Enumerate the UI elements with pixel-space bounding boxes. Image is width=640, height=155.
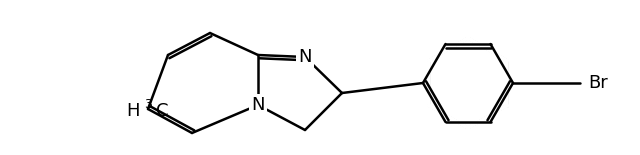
Text: C: C	[156, 102, 168, 120]
Text: N: N	[298, 48, 312, 66]
Text: Br: Br	[588, 74, 608, 92]
Text: 3: 3	[144, 98, 152, 111]
Text: N: N	[252, 96, 265, 114]
Text: H: H	[127, 102, 140, 120]
